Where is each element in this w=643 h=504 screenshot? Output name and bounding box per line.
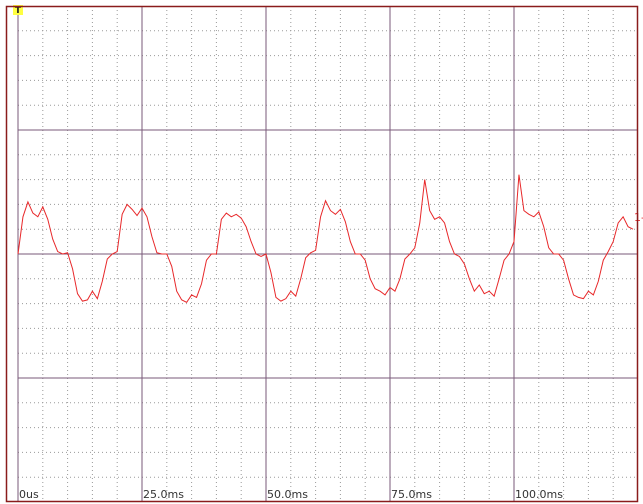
- frame: [5, 5, 639, 503]
- trigger-marker: [13, 5, 23, 15]
- trace: [17, 174, 634, 304]
- trigger-label: T: [15, 6, 22, 16]
- x-tick-label: 100.0ms: [515, 488, 563, 501]
- x-tick-label: 25.0ms: [143, 488, 184, 501]
- plot: 0us 25.0ms 50.0ms 75.0ms 100.0ms T 1-1: [13, 5, 643, 501]
- x-tick-label: 50.0ms: [267, 488, 308, 501]
- trace-label: 1-1: [634, 211, 643, 224]
- x-tick-label: 75.0ms: [391, 488, 432, 501]
- x-tick-label: 0us: [19, 488, 39, 501]
